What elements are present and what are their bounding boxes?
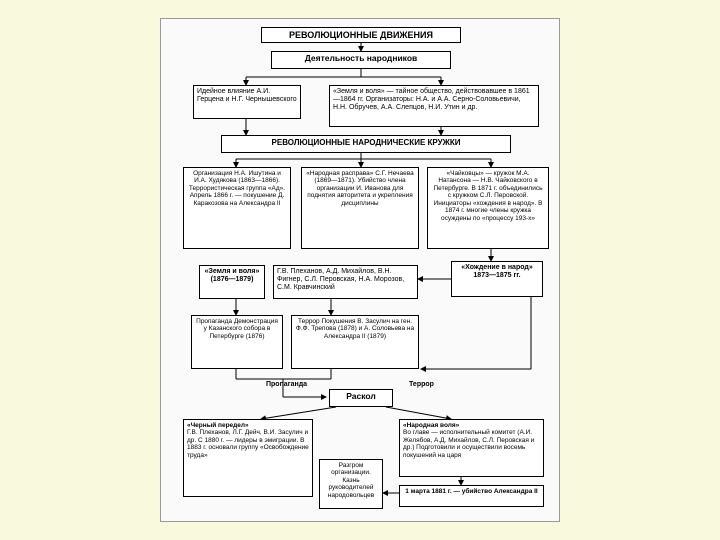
node-terror1: Террор Покушения В. Засулич на ген. Ф.Ф.… (291, 315, 419, 369)
node-kruzhki: РЕВОЛЮЦИОННЫЕ НАРОДНИЧЕСКИЕ КРУЖКИ (221, 135, 511, 153)
diagram-sheet: РЕВОЛЮЦИОННЫЕ ДВИЖЕНИЯ Деятельность наро… (160, 18, 560, 522)
node-zemlya1: «Земля и воля» — тайное общество, действ… (329, 85, 539, 127)
node-leaders: Г.В. Плеханов, А.Д. Михайлов, В.Н. Фигне… (273, 265, 418, 299)
node-herzen: Идейное влияние А.И. Герцена и Н.Г. Черн… (193, 85, 301, 119)
label-terror: Террор (409, 381, 434, 388)
node-khozhdenie: «Хождение в народ» 1873—1875 гг. (451, 261, 543, 297)
node-propaganda1: Пропаганда Демонстрация у Казанского соб… (191, 315, 283, 369)
node-activity: Деятельность народников (271, 51, 451, 69)
node-cherny-peredel: «Черный передел» Г.В. Плеханов, Л.Г. Дей… (183, 419, 313, 497)
node-header: РЕВОЛЮЦИОННЫЕ ДВИЖЕНИЯ (261, 27, 461, 43)
node-chaikov: «Чайковцы» — кружок М.А. Натансона — Н.В… (427, 167, 549, 249)
node-raskol: Раскол (329, 389, 393, 407)
node-narodnaya-volya: «Народная воля» Во главе — исполнительны… (399, 419, 544, 477)
node-ishutin: Организация Н.А. Ишутина и И.А. Худякова… (183, 167, 291, 249)
node-razgrom: Разгром организации. Казнь руководителей… (319, 459, 383, 509)
cherny-title: «Черный передел» (187, 422, 249, 429)
node-zemlya2: «Земля и воля» (1876—1879) (199, 265, 265, 299)
node-nechaev: «Народная расправа» С.Г. Нечаева (1869—1… (301, 167, 419, 249)
narvolya-title: «Народная воля» (403, 422, 459, 429)
narvolya-body: Во главе — исполнительный комитет (А.И. … (403, 429, 534, 458)
cherny-body: Г.В. Плеханов, Л.Г. Дейч, В.И. Засулич и… (187, 429, 309, 458)
node-mart1881: 1 марта 1881 г. — убийство Александра II (399, 485, 544, 507)
label-propaganda: Пропаганда (266, 381, 307, 388)
